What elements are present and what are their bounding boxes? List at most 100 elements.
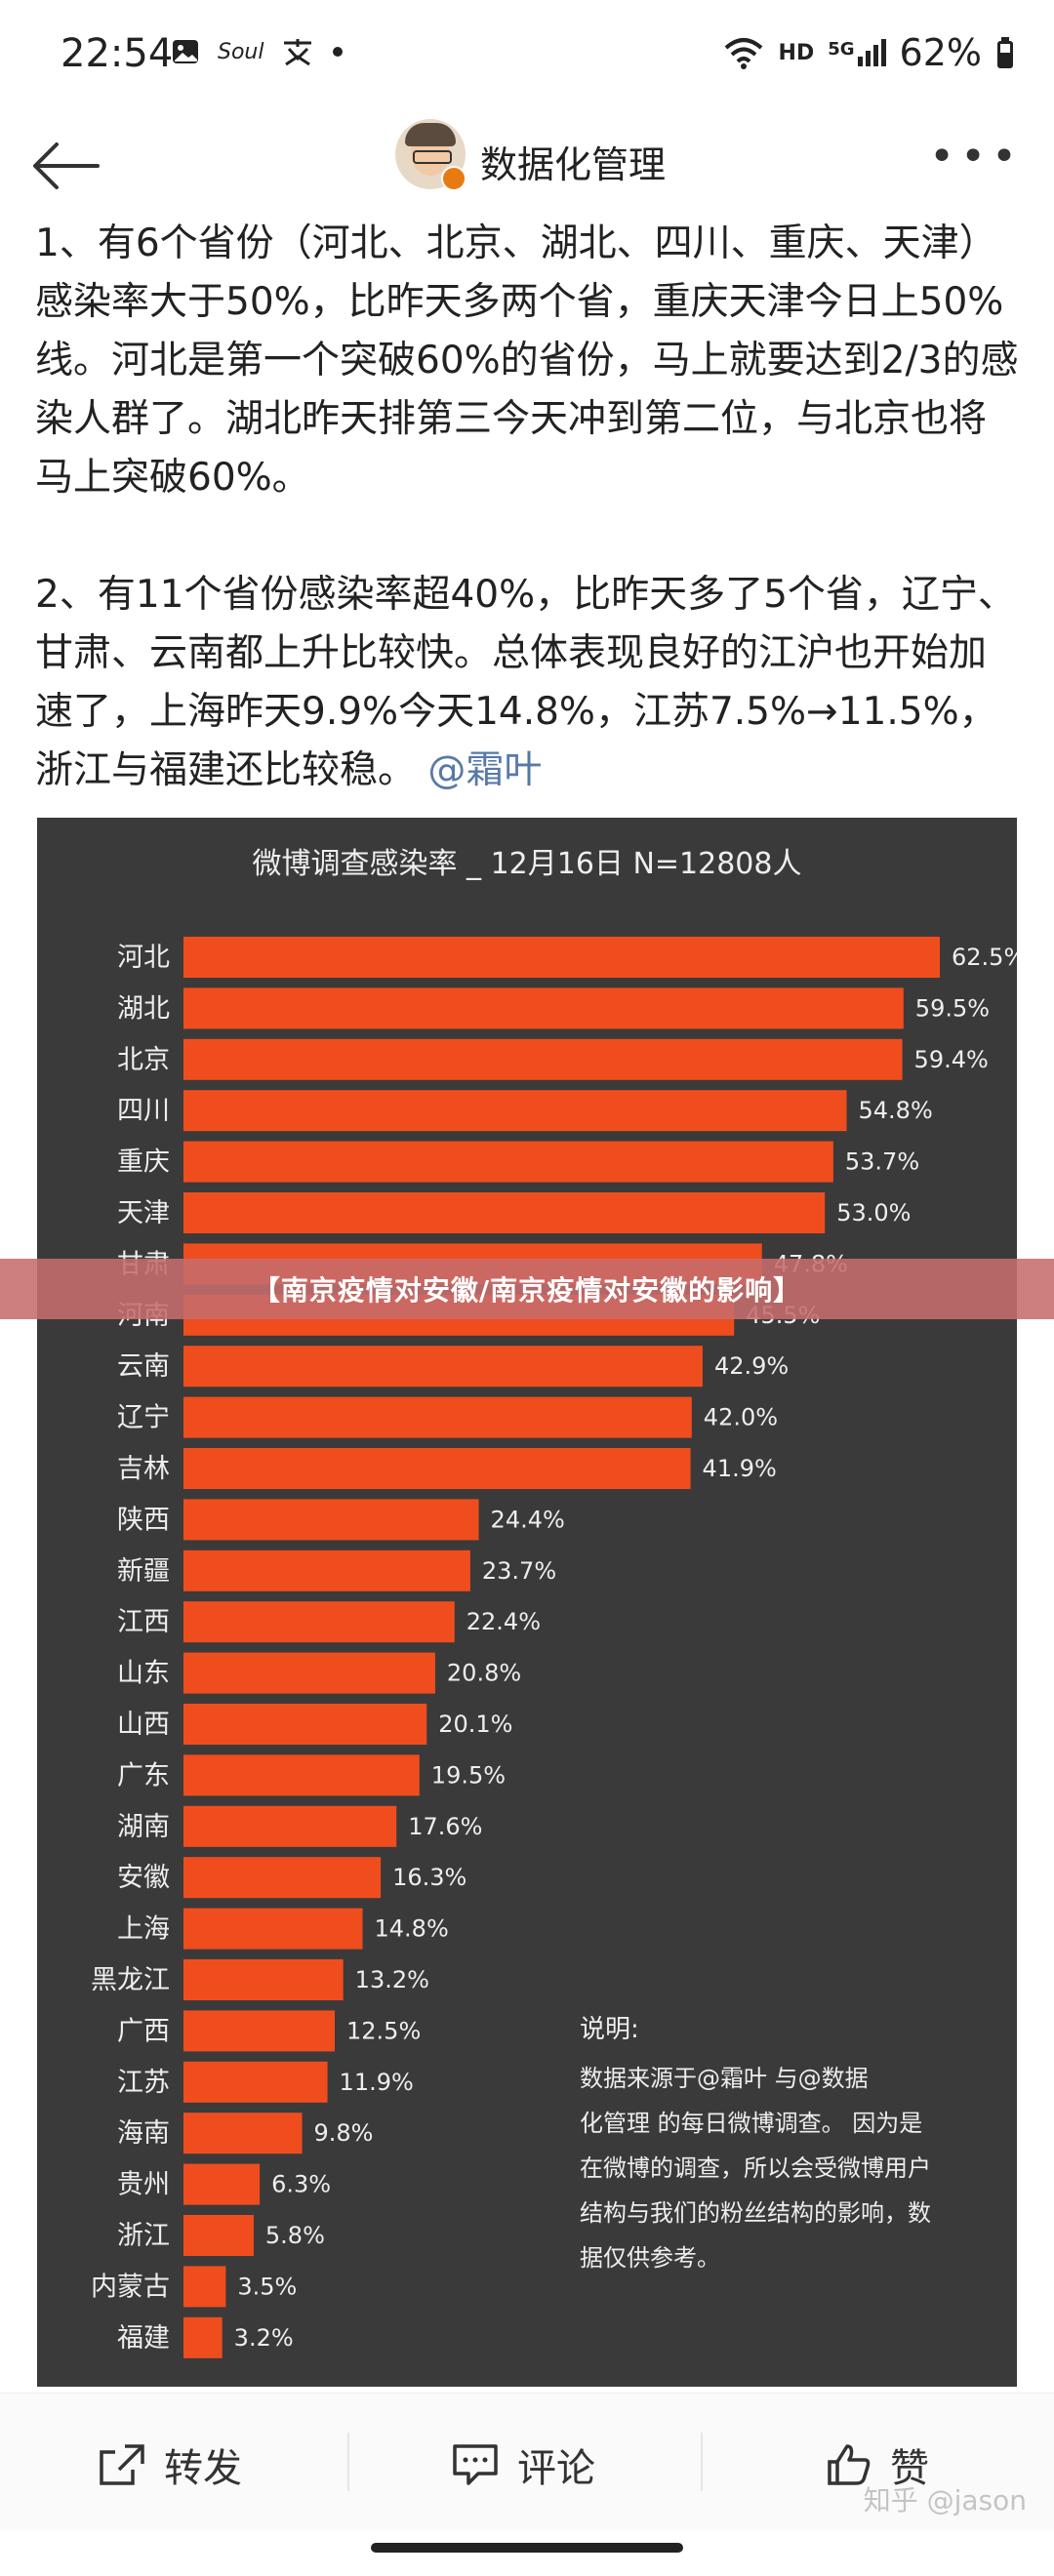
forward-button[interactable]: 转发 [98,2436,242,2493]
category-label: 江苏 [117,2068,170,2098]
nav-bar: 数据化管理 ••• [0,107,1054,215]
category-label: 贵州 [117,2170,170,2200]
bar [183,2010,335,2052]
bar [183,1448,691,1489]
bar [183,1601,455,1643]
bar [183,987,904,1029]
post-text-1: 1、有6个省份（河北、北京、湖北、四川、重庆、天津）感染率大于50%，比昨天多两… [35,221,1019,500]
value-label: 23.7% [482,1557,556,1585]
bar-chart: 河北 62.5% 湖北 59.5% 北京 59.4% 四川 54.8% 重庆 53.7% 天津 53.… [91,937,1017,2358]
bottom-action-bar: 转发 评论 赞 知乎 @jason [0,2393,1054,2530]
value-label: 59.4% [914,1046,989,1073]
action-divider [701,2433,703,2491]
value-label: 5.8% [265,2222,325,2249]
value-label: 12.5% [346,2017,421,2044]
category-label: 山东 [117,1659,170,1689]
value-label: 53.7% [845,1148,919,1176]
value-label: 19.5% [431,1761,506,1789]
bar [183,2316,223,2358]
bar [183,1652,435,1694]
category-label: 江西 [117,1607,170,1637]
bar [183,1038,903,1080]
value-label: 20.1% [438,1711,512,1738]
battery-icon [997,37,1013,68]
value-label: 6.3% [271,2171,331,2198]
category-label: 上海 [117,1914,170,1945]
value-label: 42.0% [704,1404,778,1431]
category-label: 河北 [117,943,170,973]
verified-badge-icon [441,166,466,191]
thumbs-up-icon [828,2444,871,2485]
back-arrow-icon[interactable] [27,127,105,205]
account-name[interactable]: 数据化管理 [480,143,667,186]
value-label: 24.4% [491,1506,565,1533]
bar [183,1959,344,2000]
category-label: 吉林 [117,1454,170,1484]
note-line: 数据来源于@霜叶 与@数据 [580,2065,869,2092]
bar [183,2113,303,2154]
value-label: 9.8% [314,2119,374,2147]
bar [183,1346,703,1388]
category-label: 广西 [117,2016,170,2046]
category-label: 新疆 [117,1556,170,1587]
chart-title: 微博调查感染率 _ 12月16日 N=12808人 [252,847,802,881]
post-paragraph-1: 1、有6个省份（河北、北京、湖北、四川、重庆、天津）感染率大于50%，比昨天多两… [35,215,1021,507]
bar [183,1857,382,1899]
share-icon [100,2444,144,2485]
post-text-2-body: 2、有11个省份感染率超40%，比昨天多了5个省，辽宁、甘肃、云南都上升比较快。… [35,573,1016,792]
bar [183,1550,470,1591]
chart-image[interactable]: 微博调查感染率 _ 12月16日 N=12808人 河北 62.5% 湖北 59.5%… [37,818,1017,2387]
watermark: 知乎 @jason [863,2484,1027,2516]
category-label: 北京 [117,1045,170,1075]
category-label: 湖北 [117,993,170,1024]
value-label: 59.5% [915,994,990,1022]
bar [183,937,940,978]
category-label: 山西 [117,1710,170,1740]
comment-button[interactable]: 评论 [451,2436,595,2493]
category-label: 安徽 [117,1863,170,1893]
note-line: 结构与我们的粉丝结构的影响，数 [580,2199,931,2227]
value-label: 42.9% [714,1352,789,1380]
action-divider [347,2433,349,2491]
category-label: 陕西 [117,1505,170,1535]
comment-label: 评论 [517,2446,595,2491]
bar [183,2215,254,2256]
value-label: 22.4% [466,1608,541,1635]
value-label: 53.0% [836,1199,911,1227]
text-icon [284,39,312,66]
value-label: 16.3% [392,1864,466,1891]
signal-icon: 5G [828,39,886,66]
network-type: HD [778,40,815,65]
note-line: 化管理 的每日微博调查。 因为是 [580,2110,922,2137]
clock: 22:54 [61,31,174,76]
value-label: 62.5% [952,944,1017,971]
category-label: 海南 [117,2118,170,2149]
mention-link[interactable]: @霜叶 [427,748,543,792]
comment-icon [453,2444,498,2485]
image-icon [173,40,198,63]
home-indicator[interactable] [371,2543,683,2553]
bar [183,1754,420,1796]
bar [183,2163,261,2205]
bar [183,1908,363,1950]
category-label: 黑龙江 [91,1965,170,1995]
value-label: 3.2% [234,2324,294,2352]
post-text-2: 2、有11个省份感染率超40%，比昨天多了5个省，辽宁、甘肃、云南都上升比较快。… [35,566,1021,800]
forward-label: 转发 [164,2446,242,2491]
value-label: 13.2% [355,1966,429,1993]
status-right: HD 5G 62% [722,31,1015,74]
overlay-banner: 【南京疫情对安徽/南京疫情对安徽的影响】 [0,1259,1054,1319]
bar [183,1090,847,1132]
note-line: 在微博的调查，所以会受微博用户 [580,2154,931,2182]
value-label: 20.8% [447,1660,521,1687]
note-title: 说明: [580,2015,639,2044]
category-label: 内蒙古 [91,2272,170,2302]
like-button[interactable]: 赞 [826,2436,929,2493]
category-label: 广东 [117,1760,170,1791]
category-label: 天津 [117,1198,170,1228]
bar [183,1499,479,1541]
bar [183,1805,397,1847]
value-label: 17.6% [408,1813,482,1840]
soul-icon: Soul [218,39,264,64]
more-options-icon[interactable]: ••• [929,132,1023,181]
